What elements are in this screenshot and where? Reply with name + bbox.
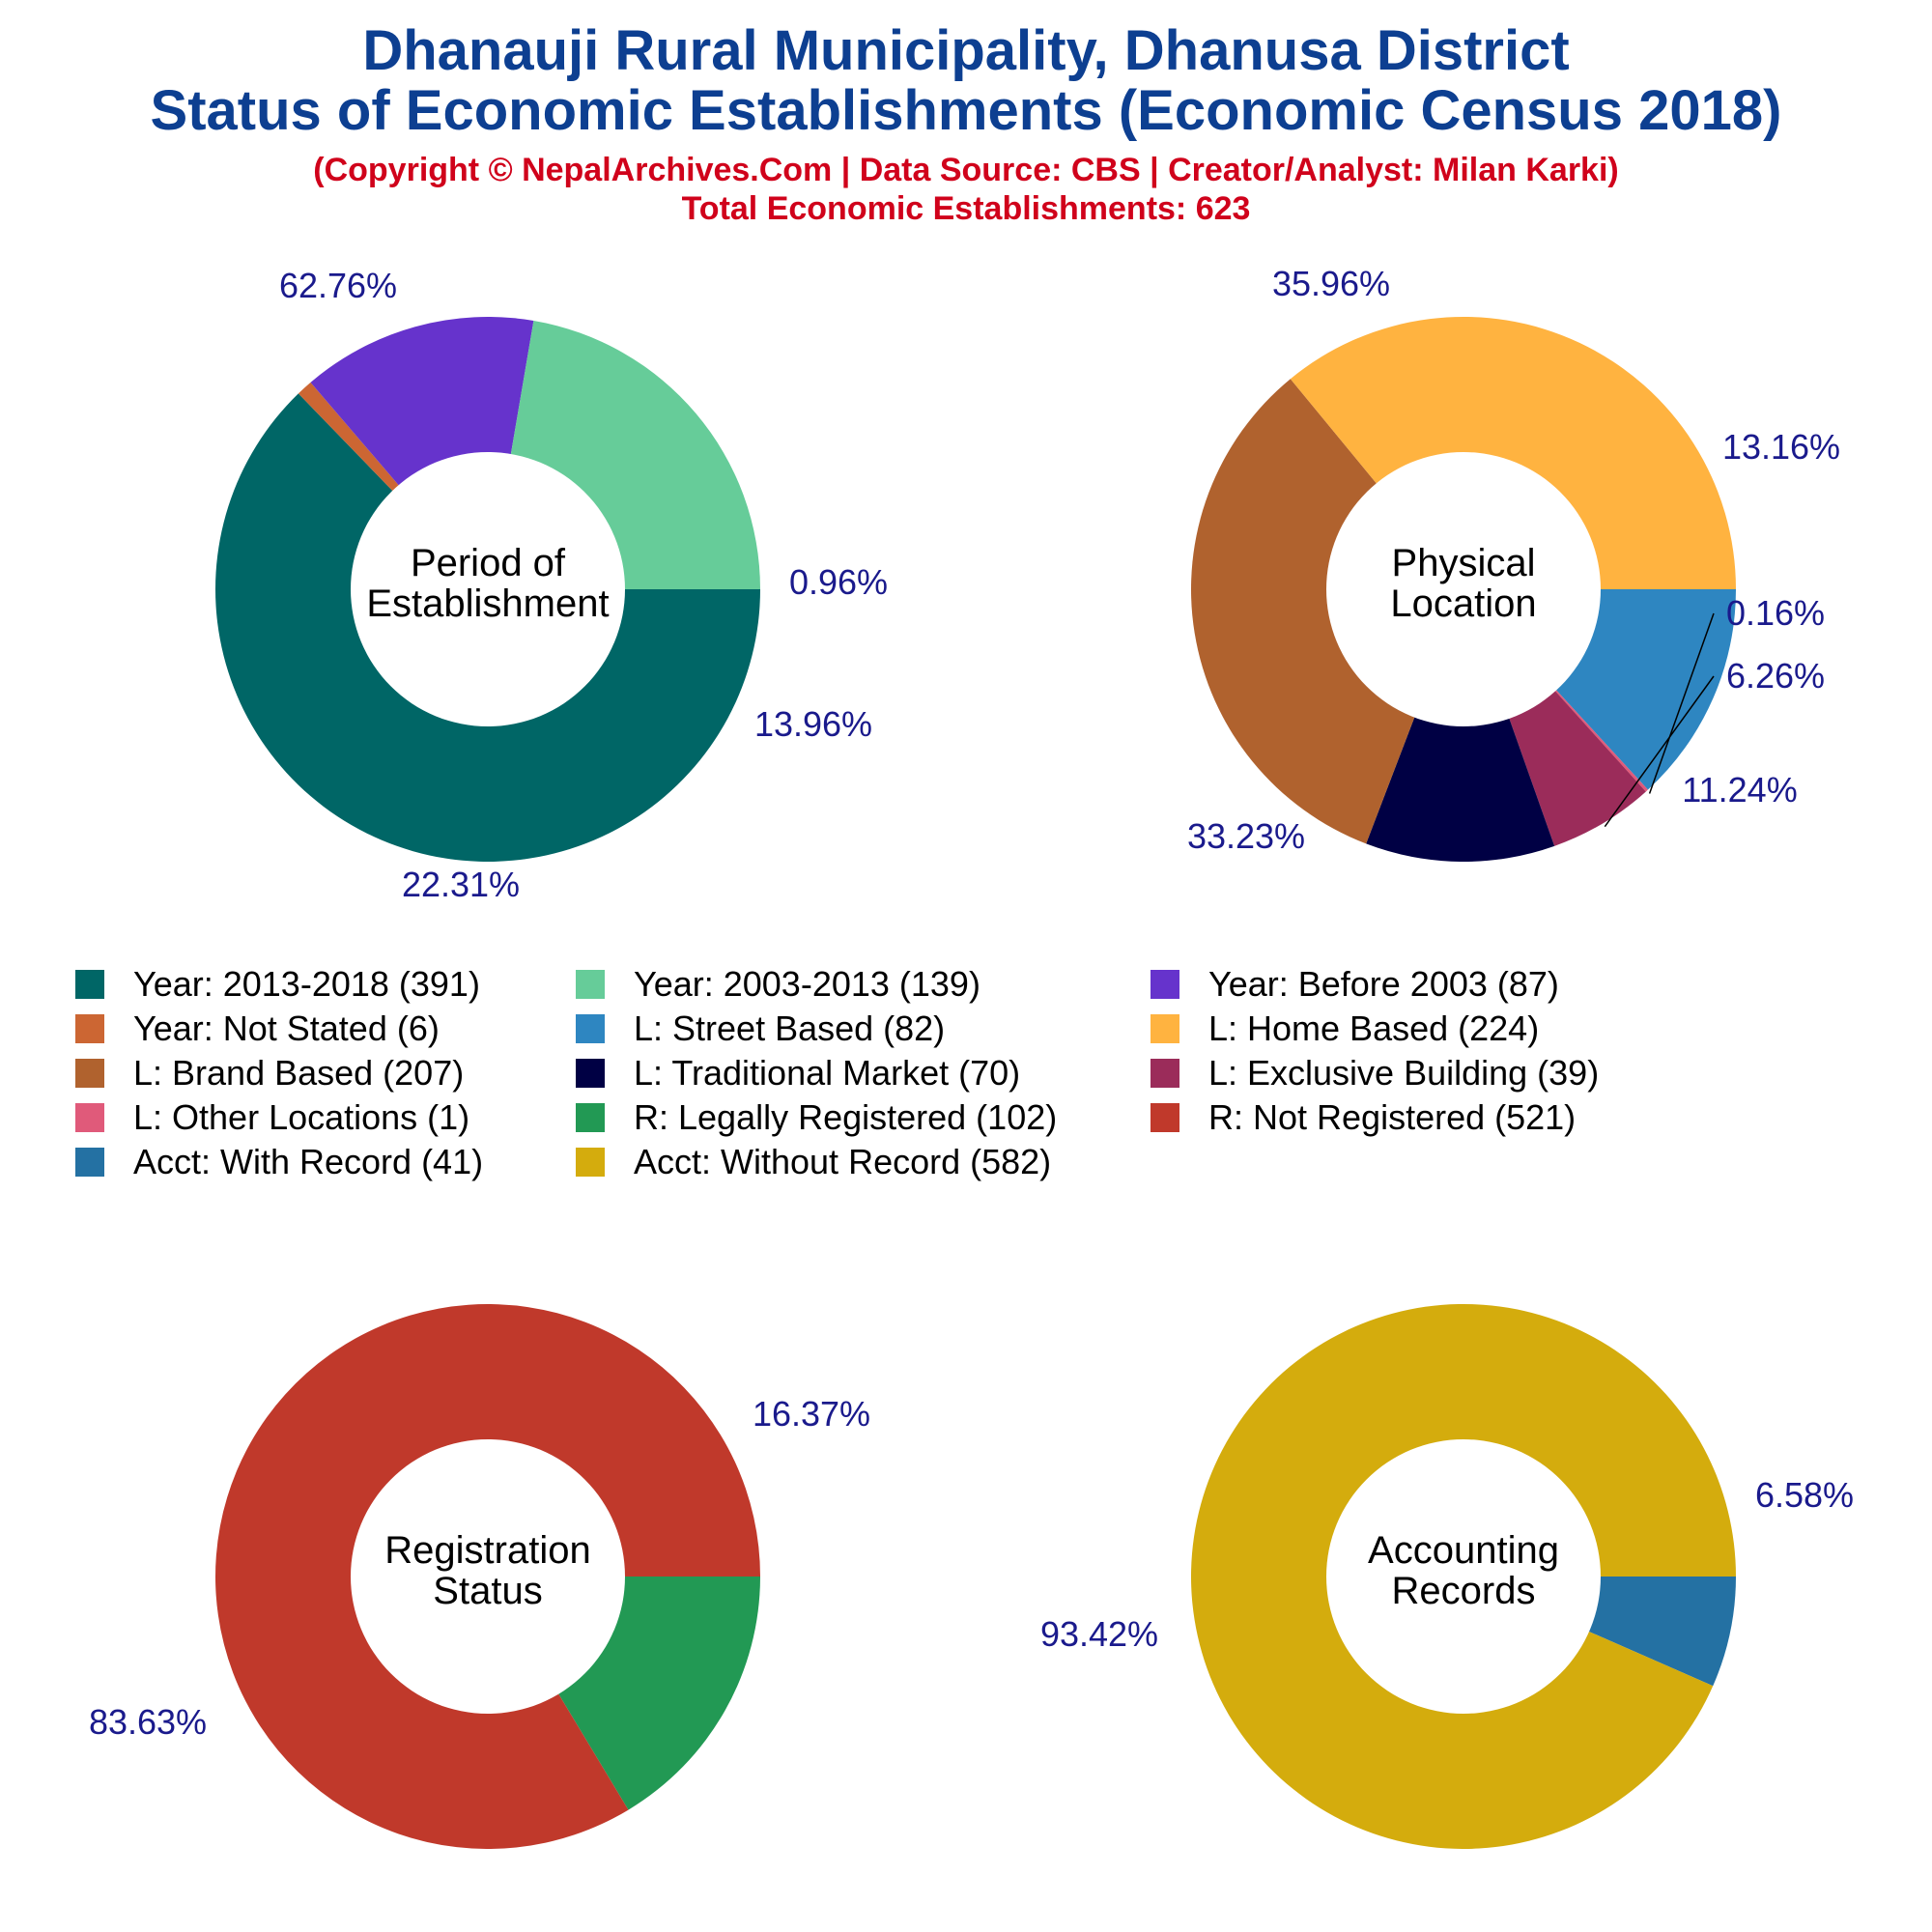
- legend-label: L: Brand Based (207): [133, 1053, 465, 1093]
- legend-label: Year: Before 2003 (87): [1208, 964, 1559, 1004]
- legend-label: R: Not Registered (521): [1208, 1097, 1577, 1137]
- percent-label: 35.96%: [1272, 264, 1390, 303]
- total-subtitle: Total Economic Establishments: 623: [681, 190, 1251, 227]
- legend-item-year-2013-2018-391: Year: 2013-2018 (391): [75, 962, 480, 1007]
- donut-hole: [351, 452, 625, 726]
- legend-swatch: [1151, 1014, 1179, 1043]
- chart-header: Dhanauji Rural Municipality, Dhanusa Dis…: [0, 21, 1932, 228]
- legend-label: L: Home Based (224): [1208, 1009, 1540, 1048]
- percent-label: 62.76%: [279, 266, 397, 305]
- legend-item-acct-without-record-582: Acct: Without Record (582): [576, 1140, 1051, 1184]
- center-label: Accounting: [1368, 1529, 1559, 1572]
- center-label: Establishment: [366, 582, 609, 625]
- legend-swatch: [1151, 970, 1179, 999]
- legend-label: R: Legally Registered (102): [634, 1097, 1058, 1137]
- donut-hole: [351, 1439, 625, 1714]
- percent-label: 16.37%: [753, 1394, 870, 1434]
- percent-label: 83.63%: [89, 1702, 207, 1742]
- center-label: Status: [433, 1570, 542, 1612]
- legend-item-l-other-locations-1: L: Other Locations (1): [75, 1095, 469, 1140]
- legend-item-year-2003-2013-139: Year: 2003-2013 (139): [576, 962, 980, 1007]
- leader-line: [1648, 612, 1715, 794]
- chart-title-line-2: Status of Economic Establishments (Econo…: [150, 79, 1782, 142]
- percent-label: 13.16%: [1722, 427, 1840, 467]
- donut-chart-period-of-establishment: 62.76% 0.96% 13.96% 22.31% Period ofEstablis…: [214, 266, 888, 904]
- legend-item-year-before-2003-87: Year: Before 2003 (87): [1151, 962, 1559, 1007]
- percent-label: 0.96%: [789, 562, 888, 602]
- legend-item-r-not-registered-521: R: Not Registered (521): [1151, 1095, 1576, 1140]
- legend-label: Year: 2013-2018 (391): [133, 964, 480, 1004]
- percent-label: 0.16%: [1726, 593, 1825, 633]
- legend-label: Year: Not Stated (6): [133, 1009, 440, 1048]
- legend-label: L: Street Based (82): [634, 1009, 946, 1048]
- percent-label: 22.31%: [402, 865, 520, 904]
- legend-item-acct-with-record-41: Acct: With Record (41): [75, 1140, 483, 1184]
- legend-swatch: [576, 1148, 605, 1177]
- percent-label: 6.26%: [1726, 656, 1825, 696]
- chart-title-line-1: Dhanauji Rural Municipality, Dhanusa Dis…: [362, 19, 1570, 82]
- percent-label: 93.42%: [1040, 1614, 1158, 1654]
- legend-label: Acct: Without Record (582): [634, 1142, 1052, 1181]
- legend-swatch: [576, 1014, 605, 1043]
- legend-label: Year: 2003-2013 (139): [634, 964, 980, 1004]
- legend-item-l-home-based-224: L: Home Based (224): [1151, 1007, 1539, 1051]
- legend-item-l-exclusive-building-39: L: Exclusive Building (39): [1151, 1051, 1599, 1095]
- legend-swatch: [75, 1014, 104, 1043]
- legend-label: L: Traditional Market (70): [634, 1053, 1021, 1093]
- copyright-subtitle: (Copyright © NepalArchives.Com | Data So…: [313, 152, 1619, 188]
- legend-item-l-traditional-market-70: L: Traditional Market (70): [576, 1051, 1020, 1095]
- center-label: Period of: [411, 542, 566, 584]
- legend-swatch: [576, 1059, 605, 1088]
- percent-label: 13.96%: [754, 704, 872, 744]
- percent-label: 11.24%: [1682, 770, 1797, 810]
- legend-swatch: [75, 1148, 104, 1177]
- center-label: Records: [1392, 1570, 1536, 1612]
- legend-swatch: [75, 1103, 104, 1132]
- slice-l-brand-based: [1191, 379, 1463, 844]
- center-label: Physical: [1392, 542, 1536, 584]
- donut-chart-physical-location: 13.16% 0.16% 6.26% 11.24% 33.23% 35.96% Physic…: [1187, 264, 1840, 862]
- percent-label: 6.58%: [1755, 1475, 1854, 1515]
- center-label: Registration: [384, 1529, 590, 1572]
- center-label: Location: [1390, 582, 1536, 625]
- donut-hole: [1326, 452, 1601, 726]
- legend-item-l-street-based-82: L: Street Based (82): [576, 1007, 945, 1051]
- legend-item-year-not-stated-6: Year: Not Stated (6): [75, 1007, 440, 1051]
- donut-hole: [1326, 1439, 1601, 1714]
- legend-label: L: Exclusive Building (39): [1208, 1053, 1600, 1093]
- legend-swatch: [1151, 1059, 1179, 1088]
- legend-swatch: [75, 970, 104, 999]
- legend-item-l-brand-based-207: L: Brand Based (207): [75, 1051, 464, 1095]
- legend-label: Acct: With Record (41): [133, 1142, 484, 1181]
- leader-line: [1604, 675, 1715, 828]
- legend-label: L: Other Locations (1): [133, 1097, 470, 1137]
- legend-swatch: [1151, 1103, 1179, 1132]
- legend-swatch: [576, 1103, 605, 1132]
- legend-item-r-legally-registered-102: R: Legally Registered (102): [576, 1095, 1057, 1140]
- legend-swatch: [576, 970, 605, 999]
- legend-swatch: [75, 1059, 104, 1088]
- slice-l-home-based: [1290, 316, 1736, 589]
- percent-label: 33.23%: [1187, 816, 1305, 856]
